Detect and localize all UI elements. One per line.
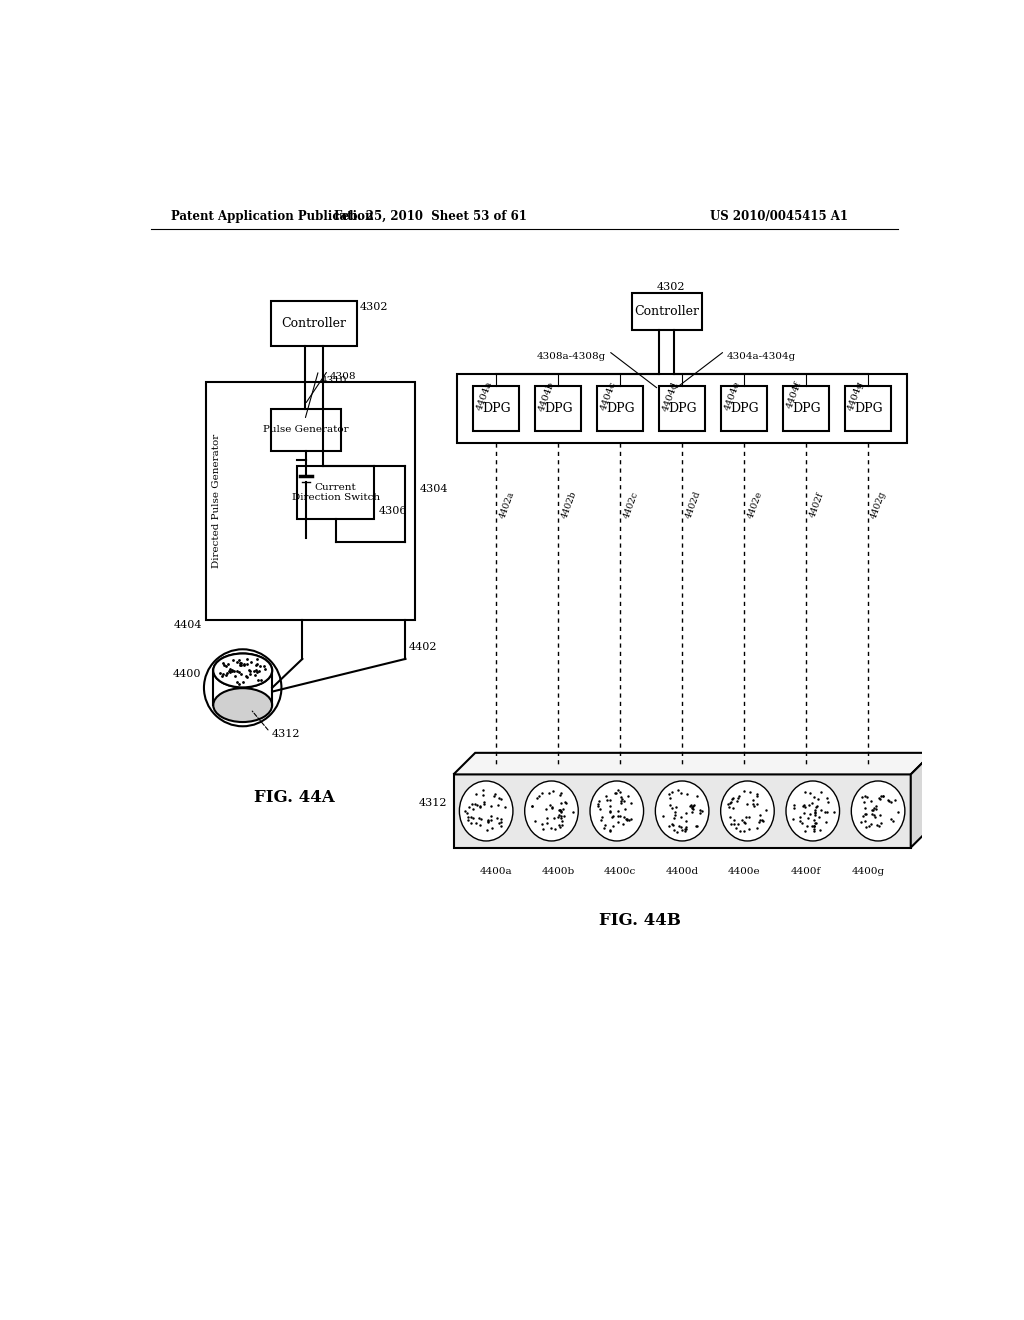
Text: FIG. 44B: FIG. 44B xyxy=(599,912,680,929)
Ellipse shape xyxy=(851,781,905,841)
Bar xyxy=(271,409,341,451)
Text: 4404f: 4404f xyxy=(785,380,804,411)
Text: 4400f: 4400f xyxy=(791,867,821,875)
Text: 4310: 4310 xyxy=(321,376,347,384)
Ellipse shape xyxy=(213,688,272,722)
Text: DPG: DPG xyxy=(854,403,883,416)
Polygon shape xyxy=(910,752,933,847)
Bar xyxy=(721,387,767,430)
Bar xyxy=(473,387,519,430)
Text: 4304a-4304g: 4304a-4304g xyxy=(727,352,797,362)
Text: 4308: 4308 xyxy=(330,372,356,381)
Text: Patent Application Publication: Patent Application Publication xyxy=(171,210,373,223)
Text: 4404g: 4404g xyxy=(847,380,866,412)
Text: 4400c: 4400c xyxy=(604,867,636,875)
Text: Pulse Generator: Pulse Generator xyxy=(263,425,349,434)
Text: Feb. 25, 2010  Sheet 53 of 61: Feb. 25, 2010 Sheet 53 of 61 xyxy=(334,210,526,223)
Ellipse shape xyxy=(524,781,579,841)
Text: Current
Direction Switch: Current Direction Switch xyxy=(292,483,380,503)
Text: DPG: DPG xyxy=(792,403,820,416)
Text: 4402: 4402 xyxy=(409,643,437,652)
Text: Controller: Controller xyxy=(634,305,699,318)
Text: 4306: 4306 xyxy=(378,506,407,516)
Ellipse shape xyxy=(213,653,272,688)
Text: FIG. 44A: FIG. 44A xyxy=(254,789,335,807)
Text: 4400d: 4400d xyxy=(666,867,698,875)
Text: 4402b: 4402b xyxy=(560,490,578,520)
Text: 4402g: 4402g xyxy=(869,490,888,520)
Text: 4404d: 4404d xyxy=(660,380,680,412)
Text: 4400: 4400 xyxy=(172,669,201,680)
Bar xyxy=(597,387,643,430)
Bar xyxy=(271,301,356,346)
Bar xyxy=(297,466,375,519)
Text: DPG: DPG xyxy=(606,403,635,416)
Text: 4400a: 4400a xyxy=(480,867,512,875)
Ellipse shape xyxy=(460,781,513,841)
Text: 4308a-4308g: 4308a-4308g xyxy=(537,352,606,362)
Text: 4402e: 4402e xyxy=(745,490,764,520)
Polygon shape xyxy=(454,752,933,775)
Text: DPG: DPG xyxy=(730,403,759,416)
Bar xyxy=(783,387,829,430)
Text: 4302: 4302 xyxy=(359,302,388,312)
Bar xyxy=(658,387,706,430)
Ellipse shape xyxy=(721,781,774,841)
Text: 4404a: 4404a xyxy=(475,380,494,412)
Text: 4402d: 4402d xyxy=(684,490,701,520)
Text: 4302: 4302 xyxy=(656,282,685,292)
Text: 4404: 4404 xyxy=(174,620,203,630)
Ellipse shape xyxy=(213,653,272,688)
Text: 4400e: 4400e xyxy=(728,867,761,875)
Bar xyxy=(206,381,415,620)
Bar xyxy=(632,293,701,330)
Bar xyxy=(458,374,907,444)
Bar xyxy=(845,387,891,430)
Text: 4404e: 4404e xyxy=(723,380,741,412)
Text: Directed Pulse Generator: Directed Pulse Generator xyxy=(212,434,221,568)
Text: 4400b: 4400b xyxy=(542,867,574,875)
Bar xyxy=(535,387,582,430)
Text: 4402c: 4402c xyxy=(622,490,640,520)
Text: 4404c: 4404c xyxy=(599,380,617,412)
Text: 4312: 4312 xyxy=(271,730,300,739)
Text: 4402a: 4402a xyxy=(498,490,516,520)
Text: DPG: DPG xyxy=(668,403,696,416)
Text: 4400g: 4400g xyxy=(852,867,885,875)
Text: DPG: DPG xyxy=(482,403,510,416)
Text: Controller: Controller xyxy=(282,317,346,330)
Ellipse shape xyxy=(786,781,840,841)
Text: 4304: 4304 xyxy=(420,484,447,495)
Bar xyxy=(454,775,910,847)
Text: 4402f: 4402f xyxy=(808,491,825,519)
Text: 4404b: 4404b xyxy=(537,380,556,412)
Ellipse shape xyxy=(655,781,709,841)
Text: DPG: DPG xyxy=(544,403,572,416)
Text: 4312: 4312 xyxy=(419,799,447,808)
Text: US 2010/0045415 A1: US 2010/0045415 A1 xyxy=(710,210,848,223)
Ellipse shape xyxy=(590,781,644,841)
